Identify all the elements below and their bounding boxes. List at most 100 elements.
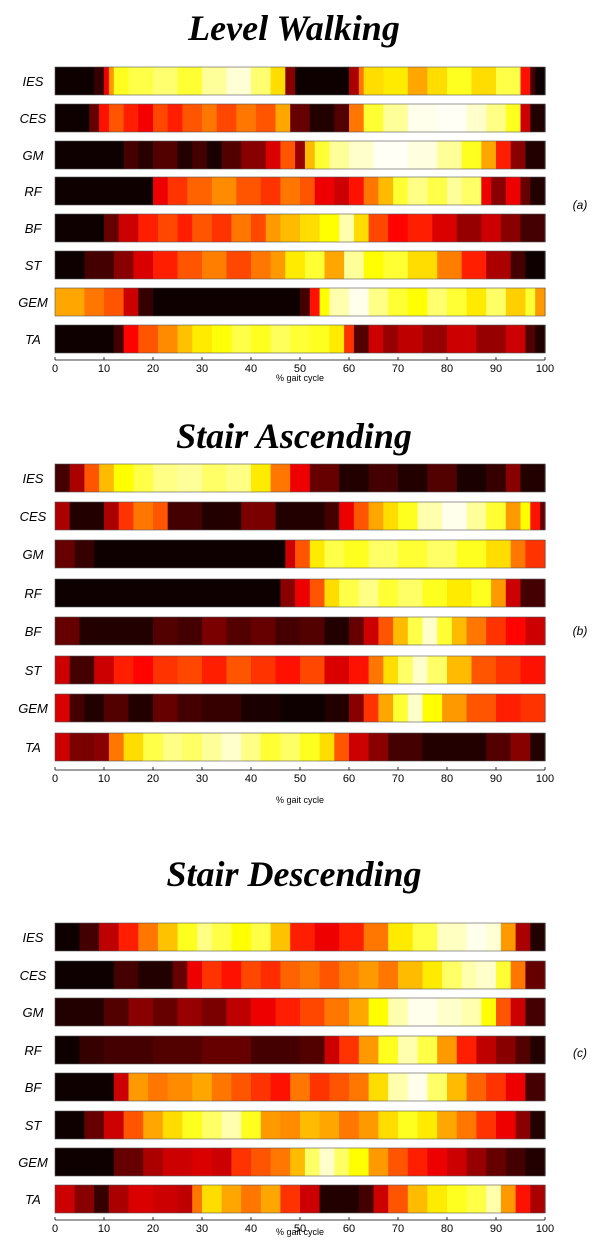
x-tick-label: 80 <box>441 773 453 785</box>
heatmap-cell <box>221 733 242 761</box>
heatmap-cell <box>94 733 110 761</box>
heatmap-cell <box>251 325 272 353</box>
heatmap-cell <box>344 540 370 568</box>
heatmap-cell <box>407 141 438 169</box>
heatmap-cell <box>153 617 179 645</box>
heatmap-cell <box>55 1111 85 1139</box>
heatmap-cell <box>368 214 389 242</box>
heatmap-cell <box>241 733 262 761</box>
heatmap-cell <box>202 464 228 492</box>
heatmap-cell <box>221 1111 242 1139</box>
heatmap-cell <box>162 733 183 761</box>
heatmap-cell <box>314 923 340 951</box>
heatmap-cell <box>309 579 326 607</box>
heatmap-cell <box>496 1036 517 1064</box>
x-axis-label: % gait cycle <box>276 373 324 383</box>
x-tick-label: 50 <box>294 1223 306 1235</box>
x-tick-label: 20 <box>147 773 159 785</box>
heatmap-cell <box>535 67 546 95</box>
heatmap-cell <box>329 325 345 353</box>
x-axis-label: % gait cycle <box>276 795 324 805</box>
heatmap-cell <box>241 694 281 722</box>
heatmap-cell <box>280 141 296 169</box>
x-tick-label: 70 <box>392 363 404 375</box>
heatmap-cell <box>422 733 458 761</box>
heatmap-cell <box>79 1036 105 1064</box>
heatmap-cell <box>270 464 291 492</box>
heatmap-cell <box>202 1111 223 1139</box>
heatmap-cell <box>353 325 370 353</box>
heatmap-cell <box>108 1185 130 1213</box>
heatmap-cell <box>128 1185 154 1213</box>
heatmap-cell <box>324 656 350 684</box>
heatmap-cell <box>280 733 301 761</box>
heatmap-cell <box>466 923 487 951</box>
x-tick-label: 90 <box>490 1223 502 1235</box>
heatmap-cell <box>407 617 424 645</box>
muscle-label: CES <box>20 111 47 126</box>
heatmap-cell <box>275 104 291 132</box>
heatmap-cell <box>314 177 335 205</box>
heatmap-cell <box>290 464 311 492</box>
muscle-label: RF <box>24 586 42 601</box>
heatmap-cell <box>363 177 379 205</box>
heatmap-cell <box>118 502 134 530</box>
heatmap-cell <box>525 961 546 989</box>
heatmap-cell <box>177 251 203 279</box>
heatmap-cell <box>177 694 203 722</box>
heatmap-cell <box>138 961 174 989</box>
heatmap-cell <box>496 656 522 684</box>
heatmap-cell <box>447 67 473 95</box>
heatmap-cell <box>324 998 350 1026</box>
heatmap-cell <box>530 104 546 132</box>
muscle-label: GM <box>23 1005 44 1020</box>
heatmap-cell <box>55 617 81 645</box>
heatmap-cell <box>466 288 487 316</box>
heatmap-cell <box>505 288 526 316</box>
heatmap-cell <box>505 177 522 205</box>
heatmap-cell <box>123 733 144 761</box>
x-tick-label: 100 <box>536 773 554 785</box>
x-tick-label: 90 <box>490 773 502 785</box>
heatmap-cell <box>251 1073 272 1101</box>
heatmap-cell <box>378 1036 399 1064</box>
heatmap-cell <box>270 1148 291 1176</box>
heatmap-cell <box>172 961 188 989</box>
heatmap-cell <box>241 141 267 169</box>
heatmap-cell <box>334 104 350 132</box>
heatmap-cell <box>138 214 159 242</box>
heatmap-cell <box>260 1185 281 1213</box>
muscle-label: CES <box>20 968 47 983</box>
heatmap-cell <box>363 617 379 645</box>
muscle-label: GEM <box>18 701 48 716</box>
heatmap-cell <box>383 251 409 279</box>
x-tick-label: 0 <box>52 1223 58 1235</box>
heatmap-cell <box>143 733 164 761</box>
heatmap-cell <box>368 733 389 761</box>
heatmap-cell <box>108 733 125 761</box>
heatmap-cell <box>329 288 350 316</box>
row-frame <box>54 1110 546 1140</box>
x-tick-label: 80 <box>441 363 453 375</box>
heatmap-cell <box>456 1036 477 1064</box>
heatmap-cell <box>491 177 507 205</box>
heatmap-cell <box>505 1073 526 1101</box>
heatmap-cell <box>461 177 482 205</box>
heatmap-cell <box>309 104 335 132</box>
heatmap-cell <box>407 214 433 242</box>
heatmap-cell <box>500 214 522 242</box>
heatmap-cell <box>339 1036 360 1064</box>
heatmap-cell <box>270 67 286 95</box>
heatmap-cell <box>69 733 95 761</box>
heatmap-cell <box>157 325 179 353</box>
heatmap-cell <box>530 1111 546 1139</box>
muscle-label: GM <box>23 547 44 562</box>
x-tick-label: 30 <box>196 1223 208 1235</box>
heatmap-cell <box>378 177 394 205</box>
heatmap-cell <box>486 923 502 951</box>
x-tick-label: 70 <box>392 1223 404 1235</box>
heatmap-cell <box>407 1073 428 1101</box>
heatmap-cell <box>368 998 389 1026</box>
row-frame <box>54 732 546 762</box>
heatmap-cell <box>437 998 463 1026</box>
